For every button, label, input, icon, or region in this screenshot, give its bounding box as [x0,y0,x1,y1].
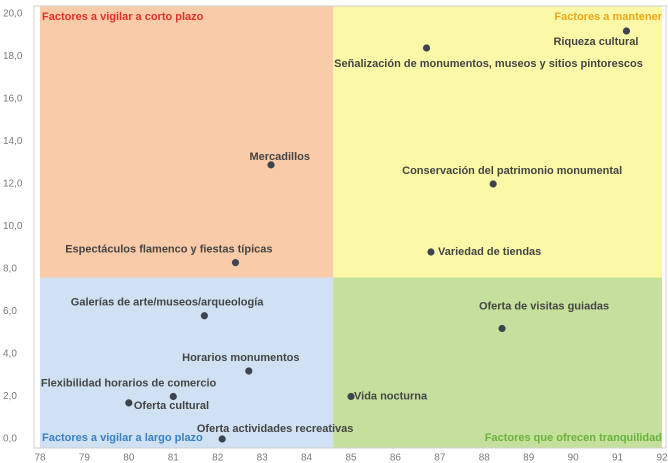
y-tick-label: 10,0 [3,221,23,232]
point-label: Oferta cultural [134,400,209,412]
point [267,161,275,169]
point [347,392,355,401]
x-tick-label: 80 [123,453,135,463]
point-label: Vida nocturna [354,390,428,402]
point [422,44,431,52]
point [245,367,253,375]
x-tick-label: 79 [79,453,91,463]
x-tick-label: 81 [168,453,180,463]
point [622,27,631,35]
quadrant-label: Factores a mantener [554,11,662,23]
y-tick-label: 18,0 [3,51,23,62]
y-tick-label: 16,0 [3,94,23,105]
x-tick-label: 90 [568,453,580,463]
point-label: Conservación del patrimonio monumental [402,165,622,177]
x-tick-label: 83 [257,453,269,463]
point [498,324,506,333]
y-tick-label: 8,0 [3,264,17,275]
quadrant [40,6,334,278]
point-label: Espectáculos flamenco y fiestas típicas [65,244,272,256]
point [489,180,497,188]
quadrant-label: Factores que ofrecen tranquilidad [485,432,662,444]
point-label: Señalización de monumentos, museos y sit… [334,58,643,70]
y-tick-label: 12,0 [3,179,23,190]
x-tick-label: 89 [523,453,535,463]
x-tick-label: 86 [390,453,402,463]
point-label: Flexibilidad horarios de comercio [41,377,217,389]
y-tick-label: 20,0 [3,9,23,20]
point-label: Oferta actividades recreativas [197,423,354,435]
quadrant [40,277,334,448]
x-tick-label: 88 [479,453,491,463]
point [200,312,208,320]
point-label: Riqueza cultural [553,36,638,48]
x-tick-label: 78 [34,453,46,463]
y-tick-label: 14,0 [3,136,23,147]
quadrant-label: Factores a vigilar a corto plazo [42,11,204,23]
point-label: Galerías de arte/museos/arqueología [71,297,264,309]
point-label: Oferta de visitas guiadas [479,300,609,312]
plot-frame [33,5,667,449]
point [169,392,177,401]
point [125,399,133,407]
point-label: Horarios monumentos [182,352,299,364]
quadrant-label: Factores a vigilar a largo plazo [42,432,203,444]
y-tick-label: 6,0 [3,306,17,317]
x-tick-label: 85 [345,453,357,463]
quadrant [333,277,662,448]
point-label: Mercadillos [249,151,310,163]
quadrant [333,6,662,278]
x-tick-label: 91 [612,453,624,463]
y-tick-label: 4,0 [3,349,17,360]
point [218,435,226,443]
x-tick-label: 87 [434,453,446,463]
x-tick-label: 82 [212,453,224,463]
point [231,259,240,267]
y-tick-label: 2,0 [3,391,17,402]
y-tick-label: 0,0 [3,434,17,445]
point [427,248,435,256]
x-tick-label: 84 [301,453,313,463]
point-label: Variedad de tiendas [438,246,541,258]
x-tick-label: 92 [656,453,668,463]
